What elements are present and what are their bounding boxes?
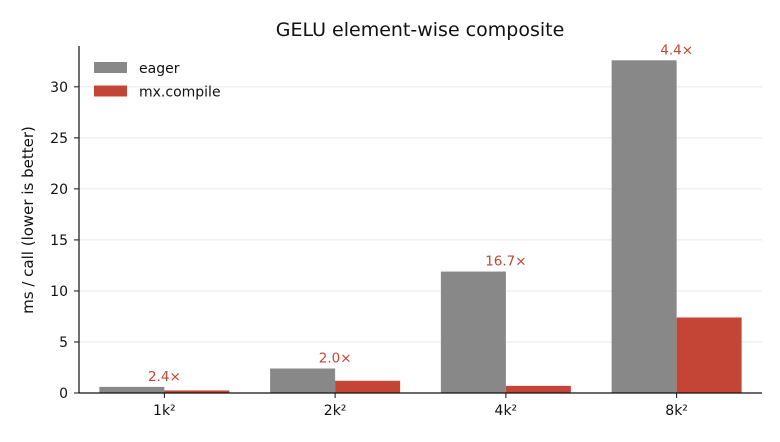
- bar-eager: [99, 386, 165, 393]
- axes: [74, 46, 762, 398]
- bar-compiled: [164, 390, 230, 393]
- legend-label: mx.compile: [139, 85, 221, 101]
- x-tick-label: 1k²: [153, 403, 176, 419]
- speedup-annotation: 4.4×: [660, 42, 693, 58]
- bar-compiled: [335, 380, 401, 393]
- speedup-annotation: 2.4×: [148, 369, 181, 385]
- bar-eager: [270, 368, 336, 393]
- y-axis-label: ms / call (lower is better): [19, 126, 37, 314]
- y-tick-label: 20: [50, 182, 68, 198]
- bar-compiled: [505, 385, 571, 393]
- y-tick-label: 0: [59, 386, 68, 402]
- legend-swatch: [94, 85, 127, 97]
- legend-label: eager: [139, 61, 180, 77]
- y-tick-label: 10: [50, 284, 68, 300]
- bar-eager: [611, 60, 677, 393]
- x-tick-label: 8k²: [665, 403, 688, 419]
- x-tick-label: 4k²: [495, 403, 518, 419]
- y-tick-label: 25: [50, 131, 68, 147]
- tick-labels: 0 5 10 15 20 25 30 1k² 2k² 4k² 8k²: [50, 80, 688, 419]
- legend: eager mx.compile: [94, 61, 221, 101]
- y-tick-label: 5: [59, 335, 68, 351]
- bar-compiled: [676, 317, 742, 393]
- x-tick-label: 2k²: [324, 403, 347, 419]
- bar-eager: [440, 271, 506, 393]
- y-tick-label: 30: [50, 80, 68, 96]
- speedup-annotation: 2.0×: [319, 351, 352, 367]
- speedup-annotation: 16.7×: [485, 254, 526, 270]
- chart-title: GELU element-wise composite: [276, 19, 565, 41]
- y-tick-label: 15: [50, 233, 68, 249]
- legend-swatch: [94, 62, 127, 73]
- ratio-annotations: 2.4× 2.0× 16.7× 4.4×: [148, 42, 693, 385]
- bars: [99, 60, 742, 393]
